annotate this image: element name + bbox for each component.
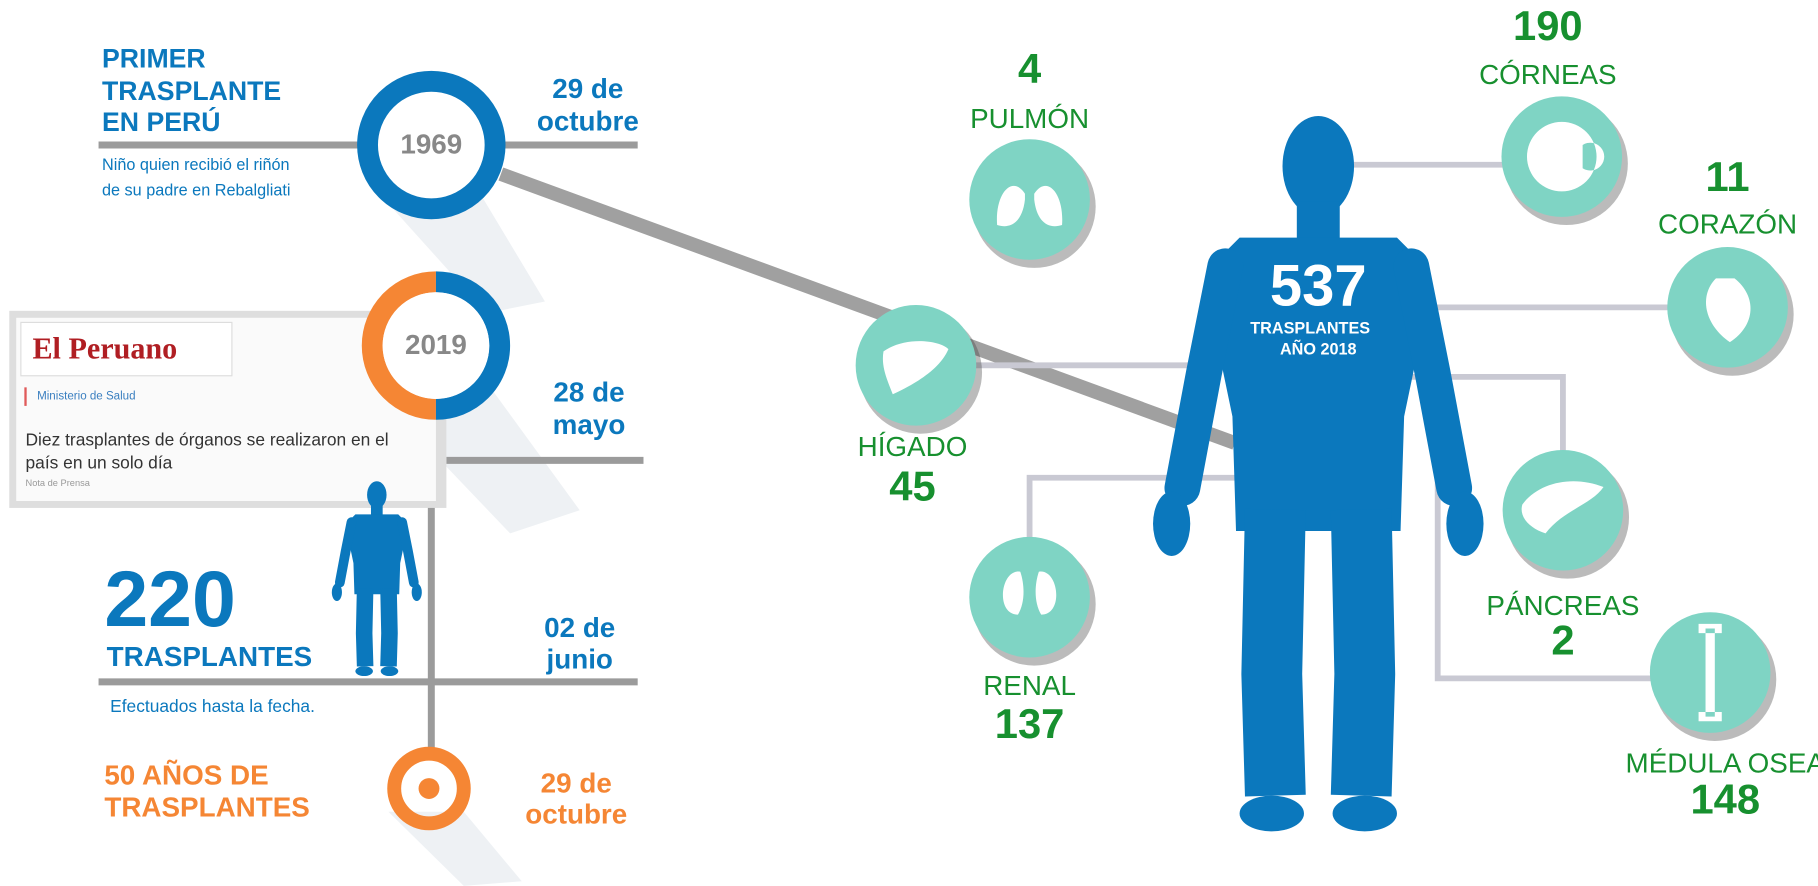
organ-name: PÁNCREAS bbox=[1486, 590, 1639, 621]
page: PRIMERTRASPLANTEEN PERÚ Niño quien recibi… bbox=[0, 0, 1818, 886]
foot bbox=[381, 666, 399, 676]
head bbox=[367, 481, 386, 508]
kicker: Nota de Prensa bbox=[26, 478, 91, 488]
year: 2019 bbox=[405, 329, 467, 360]
hand bbox=[412, 584, 422, 602]
total: 537 bbox=[1270, 254, 1367, 318]
section: Ministerio de Salud bbox=[37, 391, 135, 403]
note: Efectuados hasta la fecha. bbox=[110, 696, 315, 716]
title: PRIMER bbox=[102, 43, 206, 73]
arm bbox=[402, 522, 414, 582]
body bbox=[1153, 116, 1484, 831]
title: EN PERÚ bbox=[102, 107, 221, 137]
title: TRASPLANTES bbox=[104, 792, 310, 823]
organ-count: 190 bbox=[1513, 2, 1583, 49]
headline: país en un solo día bbox=[26, 452, 173, 472]
foot bbox=[1333, 796, 1397, 832]
note: de su padre en Rebalgliati bbox=[102, 182, 290, 200]
count: 220 bbox=[104, 555, 236, 643]
organ-name: PULMÓN bbox=[970, 103, 1089, 134]
hand bbox=[332, 584, 342, 602]
foot bbox=[355, 666, 373, 676]
masthead: El Peruano bbox=[32, 331, 177, 365]
date: 29 de bbox=[552, 73, 623, 104]
date: junio bbox=[546, 643, 613, 674]
head bbox=[1283, 116, 1355, 216]
hand bbox=[1446, 492, 1483, 556]
connector bbox=[1030, 478, 1253, 539]
title: 50 AÑOS DE bbox=[104, 759, 268, 790]
date: octubre bbox=[525, 799, 627, 830]
date: 29 de bbox=[541, 767, 612, 798]
note: Niño quien recibió el riñón bbox=[102, 156, 290, 174]
small-person bbox=[332, 481, 422, 676]
arm bbox=[340, 522, 352, 582]
organ-name: RENAL bbox=[983, 670, 1076, 701]
organ-circle bbox=[969, 139, 1090, 260]
total-label: AÑO 2018 bbox=[1280, 339, 1357, 359]
hand bbox=[1153, 492, 1190, 556]
leg bbox=[364, 588, 365, 666]
organ-count: 137 bbox=[995, 700, 1065, 747]
date: 28 de bbox=[553, 377, 624, 408]
leg bbox=[1361, 509, 1365, 795]
organ-count: 2 bbox=[1551, 617, 1574, 664]
total-label: TRASPLANTES bbox=[1250, 320, 1370, 338]
organ-count: 4 bbox=[1018, 45, 1041, 92]
leg bbox=[1272, 509, 1276, 795]
organ-name: CÓRNEAS bbox=[1479, 59, 1617, 90]
arm bbox=[1411, 266, 1454, 488]
organ-name: HÍGADO bbox=[858, 431, 968, 462]
infographic: PRIMERTRASPLANTEEN PERÚ Niño quien recibi… bbox=[0, 0, 1818, 886]
foot bbox=[1240, 796, 1304, 832]
organ-name: MÉDULA OSEA bbox=[1626, 748, 1818, 779]
title: TRASPLANTE bbox=[102, 76, 281, 106]
date: octubre bbox=[537, 105, 639, 136]
leg bbox=[389, 588, 390, 666]
organ-name: CORAZÓN bbox=[1658, 209, 1797, 240]
target-dot bbox=[419, 778, 440, 799]
torso bbox=[349, 514, 405, 594]
organ-count: 148 bbox=[1690, 775, 1760, 822]
organ-count: 11 bbox=[1706, 153, 1750, 200]
year: 1969 bbox=[400, 129, 462, 160]
date: mayo bbox=[553, 409, 626, 440]
date: 02 de bbox=[544, 612, 615, 643]
organ-circle bbox=[969, 537, 1090, 658]
count-label: TRASPLANTES bbox=[107, 641, 313, 672]
arm bbox=[1182, 266, 1225, 488]
organ-count: 45 bbox=[889, 462, 935, 509]
headline: Diez trasplantes de órganos se realizaro… bbox=[26, 429, 389, 449]
